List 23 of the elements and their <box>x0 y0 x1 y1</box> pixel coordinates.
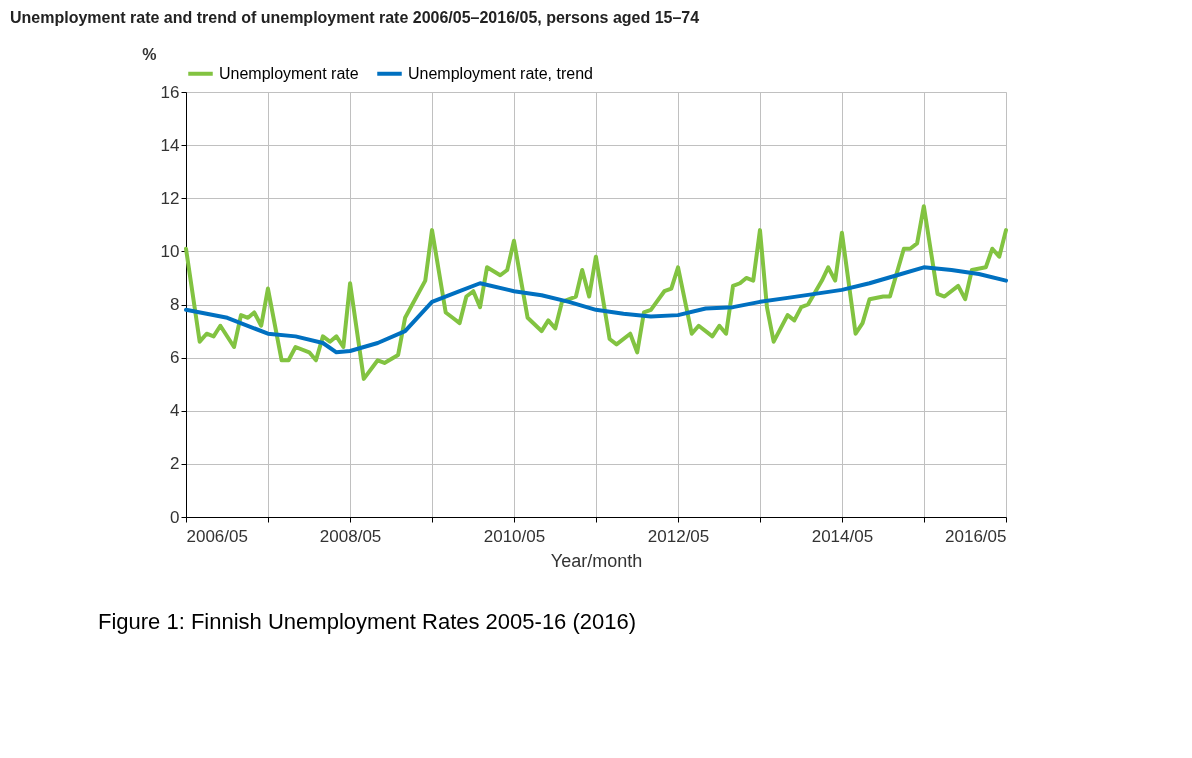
chart-title: Unemployment rate and trend of unemployment rate 2006/05–2016/05, persons aged 15–74 <box>10 9 700 26</box>
y-tick-label: 4 <box>170 401 180 421</box>
y-tick-label: 2 <box>170 454 180 474</box>
line-series <box>184 204 1008 381</box>
y-tick-label: 12 <box>160 188 180 208</box>
caption: Figure 1: Finnish Unemployment Rates 2005-16 (2016) <box>98 609 637 634</box>
x-tick-label: 2006/05 <box>186 526 248 546</box>
y-tick-label: 8 <box>170 295 180 314</box>
x-tick-label: 2008/05 <box>319 526 382 546</box>
line-series <box>184 265 1008 355</box>
y-axis-title: % <box>142 45 157 63</box>
x-tick-label: 2012/05 <box>647 526 710 546</box>
legend-label: Unemployment rate, trend <box>408 64 593 82</box>
legend-label: Unemployment rate <box>219 64 359 82</box>
x-axis-title: Year/month <box>550 550 643 571</box>
y-tick-label: 14 <box>160 135 180 155</box>
y-tick-label: 0 <box>170 507 180 527</box>
y-tick-label: 16 <box>160 82 180 102</box>
x-tick-label: 2016/05 <box>945 526 1007 546</box>
x-tick-label: 2010/05 <box>483 526 546 546</box>
y-tick-label: 10 <box>160 241 180 261</box>
x-tick-label: 2014/05 <box>811 526 874 546</box>
y-tick-label: 6 <box>170 348 180 368</box>
